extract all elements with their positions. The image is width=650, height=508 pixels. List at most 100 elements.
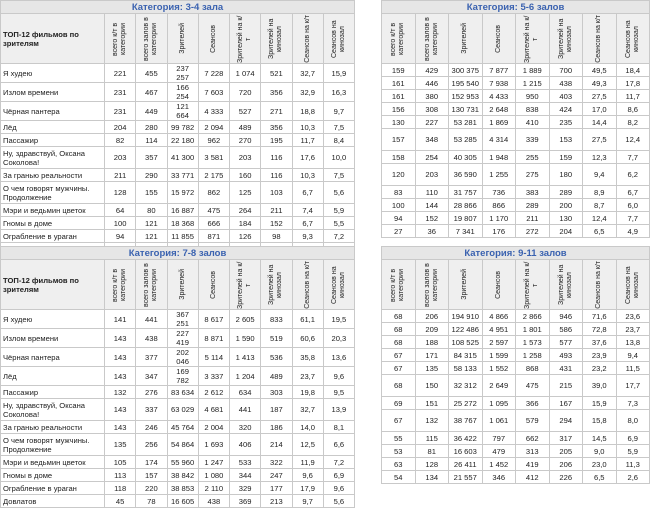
cell: 53 285 xyxy=(448,128,483,151)
cell: 63 029 xyxy=(166,398,199,421)
cell: 41 300 xyxy=(166,146,199,169)
cell: 11,3 xyxy=(615,457,650,471)
cell: 10,3 xyxy=(291,168,324,182)
cell: 7,5 xyxy=(322,120,356,134)
cell: 78 xyxy=(135,494,168,508)
film-name: О чем говорят мужчины. Продолжение xyxy=(0,181,105,204)
cell: 203 xyxy=(228,146,262,169)
data-row: 161 446 195 540 7 938 1 215 438 49,3 17,8 xyxy=(381,76,650,90)
cell: 833 xyxy=(260,309,293,329)
cell: 2 866 xyxy=(515,309,550,323)
cell: 211 xyxy=(103,168,137,182)
column-header: всего к/т в категории xyxy=(381,13,416,64)
cell: 519 xyxy=(260,328,293,348)
cell: 1 552 xyxy=(481,361,516,375)
data-row: 83 110 31 757 736 383 289 8,9 6,7 xyxy=(381,185,650,199)
cell: 21 557 xyxy=(448,470,483,484)
column-header: Сеансов на кинозал xyxy=(322,259,356,310)
data-row: 68 209 122 486 4 951 1 801 586 72,8 23,7 xyxy=(381,322,650,336)
column-header: Зрителей на кинозал xyxy=(548,259,583,310)
cell: 23,7 xyxy=(291,366,324,386)
column-header: всего залов в категории xyxy=(414,259,449,310)
corner-header: ТОП-12 фильмов по зрителям xyxy=(0,259,105,310)
cell: 184 xyxy=(228,216,262,230)
cell: 438 xyxy=(197,494,231,508)
data-row: 159 429 300 375 7 877 1 889 700 49,5 18,4 xyxy=(381,63,650,77)
cell: 144 xyxy=(414,198,449,212)
cell: 203 xyxy=(103,146,137,169)
cell: 157 xyxy=(135,468,168,482)
column-header: Сеансов на к/т xyxy=(291,13,324,64)
cell: 161 xyxy=(381,89,416,103)
cell: 121 xyxy=(135,229,168,243)
cell: 254 xyxy=(414,150,449,164)
cell: 27,5 xyxy=(582,128,617,151)
cell: 6,0 xyxy=(615,198,650,212)
header-text: всего залов в категории xyxy=(423,16,439,61)
data-row: 67 171 84 315 1 599 1 258 493 23,9 9,4 xyxy=(381,348,650,362)
cell: 215 xyxy=(548,374,583,397)
cell: 294 xyxy=(548,409,583,432)
cell: 18,8 xyxy=(291,101,324,121)
cell: 322 xyxy=(260,455,293,469)
cell: 14,4 xyxy=(582,115,617,129)
column-header: Зрителей на кинозал xyxy=(260,13,293,64)
cell: 84 315 xyxy=(448,348,483,362)
cell: 54 xyxy=(381,470,416,484)
cell: 521 xyxy=(260,63,293,83)
header-text: Сеансов на кинозал xyxy=(330,19,346,58)
cell: 174 xyxy=(135,455,168,469)
cell: 19,8 xyxy=(291,385,324,399)
header-text: Зрителей на кинозал xyxy=(557,264,573,305)
cell: 475 xyxy=(197,203,231,217)
cell: 206 xyxy=(414,309,449,323)
cell: 155 xyxy=(135,181,168,204)
cell: 862 xyxy=(197,181,231,204)
cell: 27,5 xyxy=(582,89,617,103)
cell: 188 xyxy=(414,335,449,349)
cell: 82 xyxy=(103,133,137,147)
cell: 203 xyxy=(414,163,449,186)
film-name: Ну, здравствуй, Оксана Соколова! xyxy=(0,146,105,169)
cell: 348 xyxy=(414,128,449,151)
cell: 8 871 xyxy=(197,328,231,348)
cell: 209 xyxy=(414,322,449,336)
film-name: Я худею xyxy=(0,309,105,329)
cell: 1 948 xyxy=(481,150,516,164)
cell: 36 xyxy=(414,224,449,238)
column-header: Сеансов на кинозал xyxy=(322,13,356,64)
cell: 2 175 xyxy=(197,168,231,182)
header-text: Сеансов на кинозал xyxy=(330,265,346,304)
cell: 380 xyxy=(414,89,449,103)
cell: 6,9 xyxy=(615,431,650,445)
film-name: Лёд xyxy=(0,120,105,134)
cell: 55 xyxy=(381,431,416,445)
header-text: Зрителей на кинозал xyxy=(268,264,284,305)
film-name: О чем говорят мужчины. Продолжение xyxy=(0,433,105,456)
data-row: 54 134 21 557 346 412 226 6,5 2,6 xyxy=(381,470,650,484)
cell: 26 411 xyxy=(448,457,483,471)
data-row: 161 380 152 953 4 433 950 403 27,5 11,7 xyxy=(381,89,650,103)
data-row: 63 128 26 411 1 452 419 206 23,0 11,3 xyxy=(381,457,650,471)
column-header: Сеансов xyxy=(481,13,516,64)
data-row: 94 152 19 807 1 170 211 130 12,4 7,7 xyxy=(381,211,650,225)
header-text: всего залов в категории xyxy=(423,262,439,307)
cell: 2 110 xyxy=(197,481,231,495)
cell: 94 xyxy=(381,211,416,225)
header-text: Зрителей на к/т xyxy=(524,14,540,63)
cell: 536 xyxy=(260,347,293,367)
cell: 67 xyxy=(381,348,416,362)
cell: 317 xyxy=(548,431,583,445)
cell: 122 486 xyxy=(448,322,483,336)
cell: 15,8 xyxy=(582,409,617,432)
cell: 5 114 xyxy=(197,347,231,367)
cell: 5,6 xyxy=(322,494,356,508)
cell: 3 337 xyxy=(197,366,231,386)
cell: 125 xyxy=(228,181,262,204)
table-panel: Категория: 7-8 залов ТОП-12 фильмов по зр… xyxy=(0,246,356,508)
column-header: Зрителей на кинозал xyxy=(548,13,583,64)
cell: 4 866 xyxy=(481,309,516,323)
cell: 720 xyxy=(228,82,262,102)
cell: 81 xyxy=(414,444,449,458)
cell: 17,7 xyxy=(615,374,650,397)
